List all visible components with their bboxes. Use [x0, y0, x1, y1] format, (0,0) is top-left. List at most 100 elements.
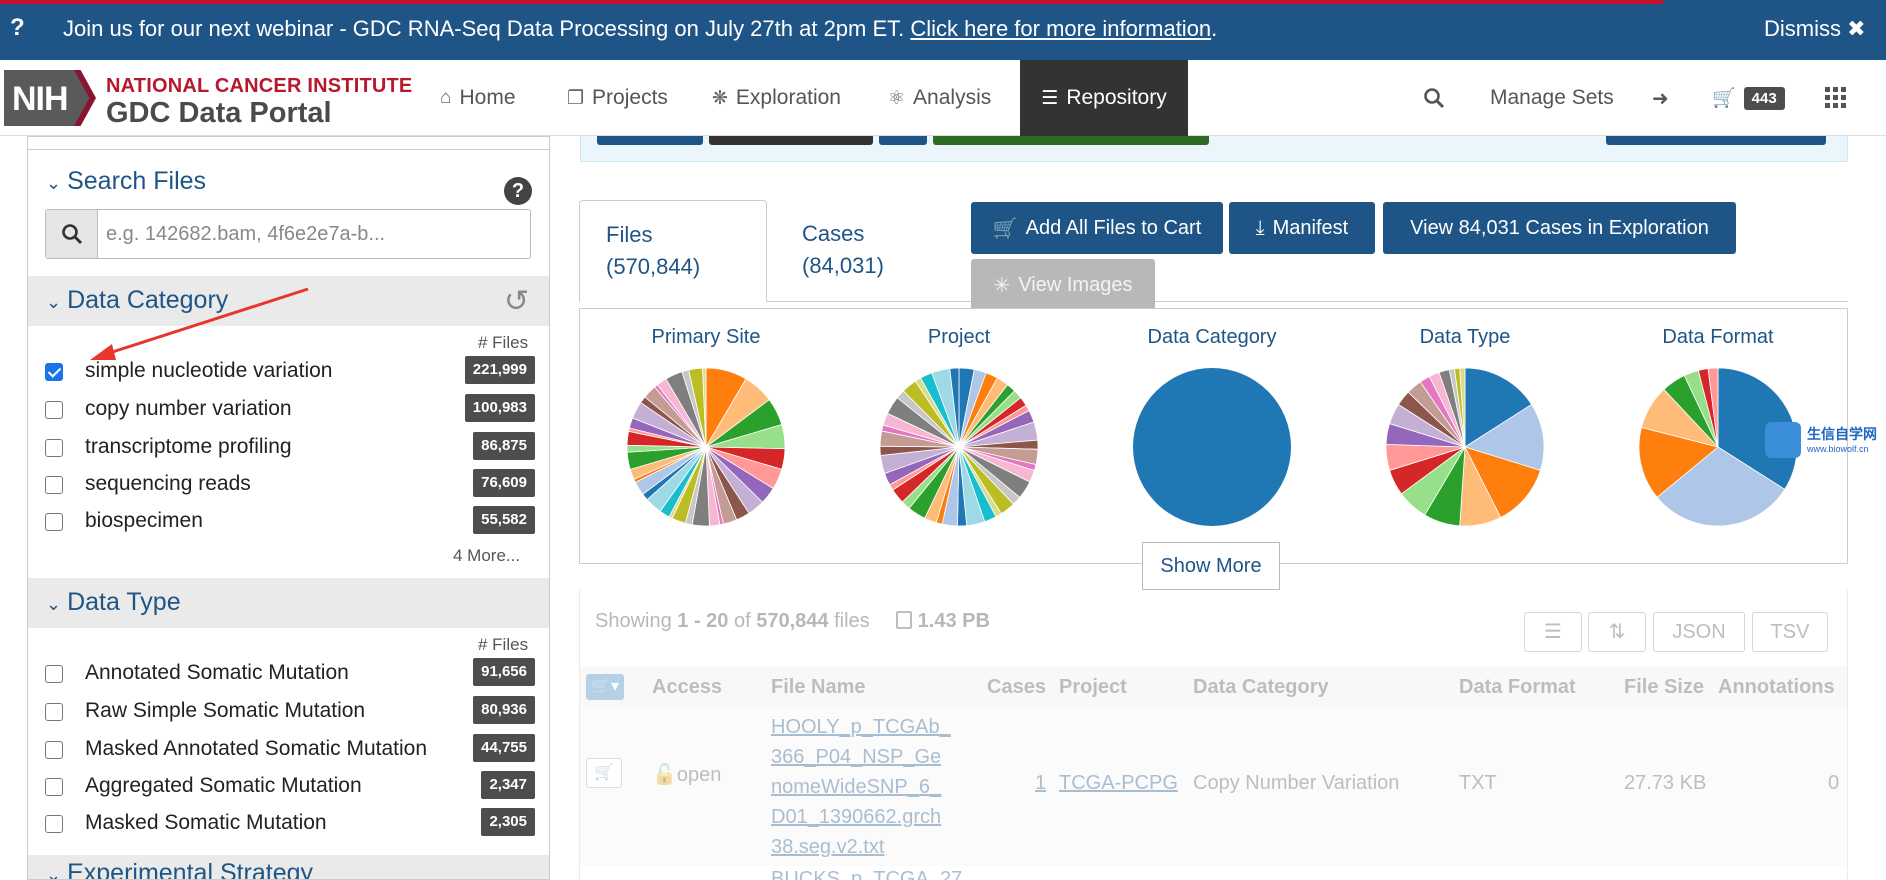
- top-toolbar-strip: [580, 136, 1848, 162]
- nav-home[interactable]: ⌂ Home: [440, 60, 545, 136]
- pie-project[interactable]: [880, 368, 1038, 526]
- add-all-to-cart-button[interactable]: 🛒 Add All Files to Cart: [971, 202, 1223, 254]
- facet-item[interactable]: transcriptome profiling 86,875: [45, 432, 535, 464]
- cases-link[interactable]: 1: [1035, 772, 1047, 794]
- banner-link[interactable]: Click here for more information: [910, 16, 1212, 41]
- login-icon[interactable]: ➜: [1652, 87, 1669, 110]
- checkbox[interactable]: [45, 665, 63, 683]
- help-icon[interactable]: ?: [10, 14, 25, 41]
- file-name-link[interactable]: BUCKS_p_TCGA_27: [771, 868, 963, 880]
- nav-exploration[interactable]: ❋ Exploration: [712, 60, 862, 136]
- view-images-button[interactable]: ✳ View Images: [971, 259, 1155, 311]
- checkbox[interactable]: [45, 741, 63, 759]
- checkbox[interactable]: [45, 513, 63, 531]
- col-file-size[interactable]: File Size: [1624, 676, 1705, 698]
- pie-slice[interactable]: [1707, 368, 1719, 448]
- json-export-button[interactable]: JSON: [1653, 612, 1745, 652]
- facet-item[interactable]: simple nucleotide variation 221,999: [45, 356, 535, 388]
- magnifier-icon: [1424, 88, 1445, 109]
- col-access[interactable]: Access: [652, 676, 723, 698]
- col-file-name[interactable]: File Name: [771, 676, 866, 698]
- manage-sets-link[interactable]: Manage Sets: [1490, 86, 1614, 109]
- experimental-strategy-label: Experimental Strategy: [67, 859, 314, 880]
- apps-grid-icon[interactable]: [1825, 60, 1847, 136]
- search-icon: [61, 224, 82, 245]
- col-data-category[interactable]: Data Category: [1193, 676, 1329, 698]
- sort-button[interactable]: ⇅: [1588, 612, 1646, 652]
- pie-data-format[interactable]: [1639, 368, 1797, 526]
- checkbox[interactable]: [45, 363, 63, 381]
- results-table-area: Showing 1 - 20 of 570,844 files 1.43 PB ☰…: [579, 590, 1848, 880]
- strip-button[interactable]: [879, 136, 927, 145]
- add-to-cart-icon[interactable]: 🛒: [586, 758, 622, 788]
- strip-button[interactable]: [597, 136, 703, 145]
- show-more-button[interactable]: Show More: [1142, 542, 1280, 590]
- search-button[interactable]: [46, 210, 98, 258]
- facet-item[interactable]: Aggregated Somatic Mutation 2,347: [45, 771, 535, 803]
- manifest-button[interactable]: ⤓ Manifest: [1229, 202, 1375, 254]
- strip-button[interactable]: [1606, 136, 1826, 145]
- strip-button[interactable]: [933, 136, 1209, 145]
- checkbox[interactable]: [45, 439, 63, 457]
- col-project[interactable]: Project: [1059, 676, 1127, 698]
- nav-repository[interactable]: ☰ Repository: [1020, 60, 1188, 136]
- tab-cases[interactable]: Cases (84,031): [776, 200, 946, 302]
- checkbox[interactable]: [45, 778, 63, 796]
- file-search-input[interactable]: [106, 210, 526, 258]
- pie-slice[interactable]: [949, 368, 960, 448]
- data-category-header[interactable]: ⌄ Data Category ↺: [28, 276, 549, 326]
- checkbox[interactable]: [45, 815, 63, 833]
- pie-slice[interactable]: [1464, 403, 1544, 471]
- data-type-header[interactable]: ⌄ Data Type: [28, 578, 549, 628]
- tab-files[interactable]: Files (570,844): [579, 200, 767, 302]
- tsv-export-button[interactable]: TSV: [1752, 612, 1828, 652]
- pie-data-category[interactable]: [1133, 368, 1291, 526]
- facet-item-label: Raw Simple Somatic Mutation: [85, 699, 366, 722]
- facet-item[interactable]: biospecimen 55,582: [45, 506, 535, 538]
- tab-cases-label: Cases: [802, 221, 865, 246]
- nci-title[interactable]: NATIONAL CANCER INSTITUTE: [106, 75, 413, 97]
- portal-title[interactable]: GDC Data Portal: [106, 97, 332, 129]
- pie-slice[interactable]: [1639, 426, 1719, 498]
- reset-icon[interactable]: ↺: [504, 285, 530, 318]
- checkbox[interactable]: [45, 476, 63, 494]
- cart-link[interactable]: 🛒 443: [1712, 60, 1785, 136]
- checkbox[interactable]: [45, 703, 63, 721]
- facet-item[interactable]: Masked Annotated Somatic Mutation 44,755: [45, 734, 535, 766]
- nav-analysis[interactable]: ⚛ Analysis: [888, 60, 1018, 136]
- cart-icon[interactable]: 🛒▾: [586, 674, 624, 700]
- experimental-strategy-title: ⌄ Experimental Strategy: [46, 859, 314, 880]
- facet-item-label: simple nucleotide variation: [85, 359, 333, 382]
- pie-title-data-category: Data Category: [1147, 326, 1277, 348]
- pie-slice[interactable]: [1459, 368, 1466, 448]
- column-toggle-button[interactable]: ☰: [1524, 612, 1582, 652]
- pie-slice[interactable]: [702, 368, 707, 448]
- facet-item[interactable]: copy number variation 100,983: [45, 394, 535, 426]
- help-icon[interactable]: ?: [504, 177, 532, 205]
- project-link[interactable]: TCGA-PCPG: [1059, 772, 1178, 794]
- search-nav-icon[interactable]: [1423, 60, 1445, 136]
- pie-primary-site[interactable]: [627, 368, 785, 526]
- facet-item[interactable]: sequencing reads 76,609: [45, 469, 535, 501]
- col-data-format[interactable]: Data Format: [1459, 676, 1576, 698]
- nav-projects[interactable]: ❐ Projects: [567, 60, 687, 136]
- col-annotations[interactable]: Annotations: [1718, 676, 1835, 698]
- pie-slice[interactable]: [1464, 368, 1533, 448]
- dismiss-button[interactable]: Dismiss ✖: [1764, 16, 1866, 41]
- experimental-strategy-header[interactable]: ⌄ Experimental Strategy: [28, 855, 549, 880]
- facet-item[interactable]: Annotated Somatic Mutation 91,656: [45, 658, 535, 690]
- search-files-header[interactable]: ⌄ Search Files ?: [28, 157, 549, 207]
- pie-data-type[interactable]: [1386, 368, 1544, 526]
- facet-item[interactable]: Raw Simple Somatic Mutation 80,936: [45, 696, 535, 728]
- strip-button[interactable]: [709, 136, 873, 145]
- pie-slice[interactable]: [1656, 446, 1786, 526]
- col-cases[interactable]: Cases: [987, 676, 1046, 698]
- checkbox[interactable]: [45, 401, 63, 419]
- facet-item[interactable]: Masked Somatic Mutation 2,305: [45, 808, 535, 840]
- pie-slice[interactable]: [1133, 368, 1291, 526]
- file-name-link[interactable]: HOOLY_p_TCGAb_366_P04_NSP_GenomeWideSNP_…: [771, 716, 951, 858]
- pie-slice[interactable]: [1717, 368, 1797, 490]
- pie-slice[interactable]: [1464, 446, 1541, 519]
- view-cases-button[interactable]: View 84,031 Cases in Exploration: [1383, 202, 1736, 254]
- more-link[interactable]: 4 More...: [453, 546, 521, 565]
